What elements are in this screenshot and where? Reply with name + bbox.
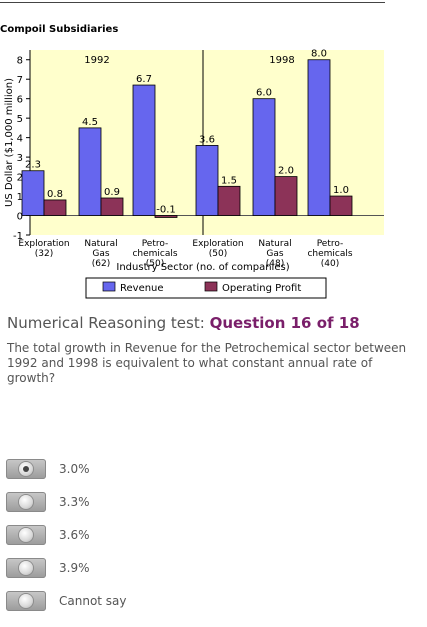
panel-year-label: 1992 — [84, 55, 109, 66]
legend-profit-label: Operating Profit — [222, 283, 301, 294]
category-label: chemicals — [307, 249, 352, 259]
revenue-bar — [21, 170, 45, 216]
revenue-value-label: 6.7 — [136, 74, 152, 85]
option-2[interactable]: 3.6% — [6, 524, 306, 546]
profit-bar — [217, 185, 241, 216]
profit-value-label: 0.9 — [104, 187, 120, 198]
profit-value-label: 2.0 — [278, 166, 294, 177]
revenue-bar — [307, 59, 331, 216]
profit-bar — [43, 199, 67, 216]
profit-value-label: 0.8 — [47, 189, 63, 200]
y-tick-label: 2 — [17, 173, 23, 184]
option-label: 3.3% — [59, 495, 90, 509]
revenue-bar — [132, 84, 156, 216]
revenue-bar — [195, 145, 219, 216]
option-label: 3.0% — [59, 462, 90, 476]
y-tick-label: 6 — [17, 95, 23, 106]
revenue-value-label: 8.0 — [311, 49, 327, 60]
option-label: Cannot say — [59, 594, 127, 608]
revenue-value-label: 3.6 — [199, 134, 215, 145]
category-label: (48) — [266, 259, 284, 269]
profit-bar — [154, 215, 178, 218]
revenue-value-label: 2.3 — [25, 160, 41, 171]
revenue-bar — [252, 98, 276, 216]
legend-revenue-swatch — [102, 281, 116, 292]
category-label: (62) — [92, 259, 110, 269]
y-tick-label: -1 — [13, 231, 23, 242]
y-tick-label: 8 — [17, 56, 23, 67]
category-label: Petro- — [317, 239, 344, 249]
radio-button-icon[interactable] — [6, 525, 46, 545]
y-axis-label: US Dollar ($1,000 million) — [4, 78, 15, 207]
question-prefix: Numerical Reasoning test: — [7, 314, 205, 332]
bar-chart: -1 0 1 2 3 4 5 6 7 8US Dollar ($1,000 million) 199… — [4, 49, 384, 299]
y-tick-label: 4 — [17, 134, 23, 145]
option-label: 3.6% — [59, 528, 90, 542]
radio-button-icon[interactable] — [6, 558, 46, 578]
option-4[interactable]: Cannot say — [6, 590, 306, 612]
profit-bar — [274, 176, 298, 216]
legend-revenue-label: Revenue — [120, 283, 164, 294]
category-label: Petro- — [142, 239, 169, 249]
chart: -1 0 1 2 3 4 5 6 7 8 US Dollar ($1,000 million) 199… — [0, 22, 427, 302]
profit-bar — [329, 195, 353, 216]
category-label: (50) — [146, 259, 164, 269]
radio-button-icon[interactable] — [6, 459, 46, 479]
option-label: 3.9% — [59, 561, 90, 575]
category-label: chemicals — [132, 249, 177, 259]
question-number: Question 16 of 18 — [209, 314, 360, 332]
category-label: Natural — [84, 239, 117, 249]
category-label: Exploration — [18, 239, 69, 249]
profit-bar — [100, 197, 124, 216]
question-text: The total growth in Revenue for the Petr… — [7, 341, 407, 385]
panel-year-label: 1998 — [269, 55, 294, 66]
y-tick-label: 3 — [17, 153, 23, 164]
question-header: Numerical Reasoning test: Question 16 of… — [7, 314, 360, 332]
option-3[interactable]: 3.9% — [6, 557, 306, 579]
profit-value-label: 1.0 — [333, 185, 349, 196]
y-tick-label: 5 — [17, 114, 23, 125]
chart-title: Compoil Subsidiaries — [0, 24, 119, 35]
y-tick-label: 7 — [17, 75, 23, 86]
option-1[interactable]: 3.3% — [6, 491, 306, 513]
category-label: (32) — [35, 249, 53, 259]
option-0[interactable]: 3.0% — [6, 458, 306, 480]
revenue-bar — [78, 127, 102, 216]
category-label: Gas — [266, 249, 283, 259]
top-divider — [0, 2, 385, 3]
radio-button-icon[interactable] — [6, 591, 46, 611]
category-label: Exploration — [192, 239, 243, 249]
revenue-value-label: 6.0 — [256, 88, 272, 99]
legend-profit-swatch — [204, 281, 218, 292]
category-label: Natural — [258, 239, 291, 249]
y-tick-label: 1 — [17, 192, 23, 203]
category-label: (40) — [321, 259, 339, 269]
selected-dot-icon — [23, 466, 29, 472]
y-tick-label: 0 — [17, 212, 23, 223]
profit-value-label: -0.1 — [156, 205, 176, 216]
category-label: (50) — [209, 249, 227, 259]
x-axis-label: Industry Sector (no. of companies) — [116, 262, 289, 273]
revenue-value-label: 4.5 — [82, 117, 98, 128]
profit-value-label: 1.5 — [221, 175, 237, 186]
category-label: Gas — [92, 249, 109, 259]
radio-button-icon[interactable] — [6, 492, 46, 512]
